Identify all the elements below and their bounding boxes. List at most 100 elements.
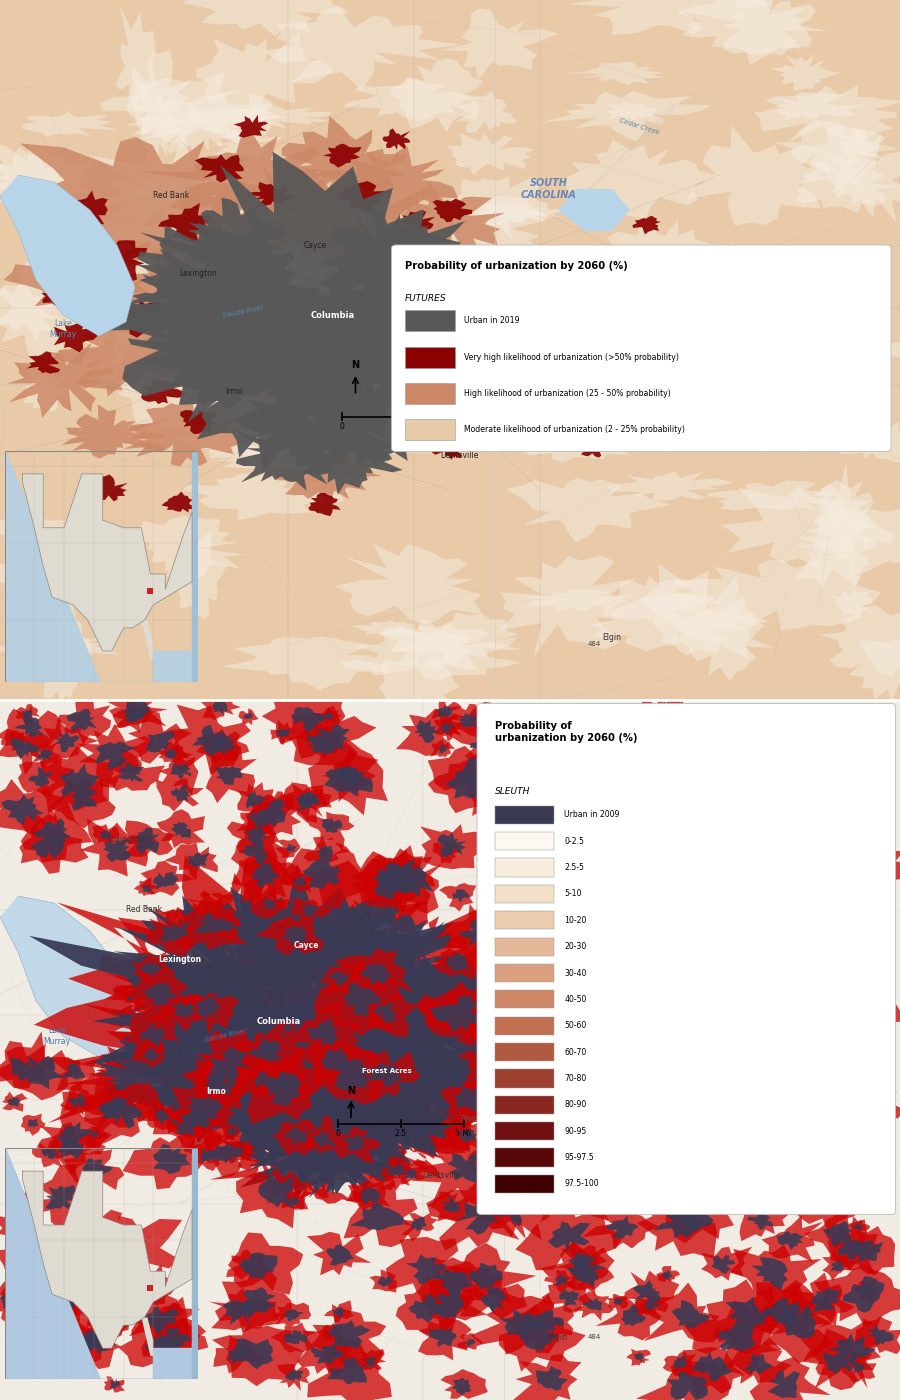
Polygon shape — [40, 1105, 112, 1156]
Polygon shape — [177, 886, 296, 962]
Polygon shape — [804, 1212, 868, 1256]
Polygon shape — [503, 819, 544, 848]
Polygon shape — [340, 626, 521, 680]
Polygon shape — [375, 655, 460, 743]
Polygon shape — [437, 706, 453, 718]
Polygon shape — [550, 913, 593, 949]
Polygon shape — [60, 763, 100, 797]
Polygon shape — [752, 1257, 788, 1291]
Polygon shape — [477, 1176, 549, 1240]
Polygon shape — [81, 1224, 136, 1270]
Polygon shape — [750, 1357, 831, 1400]
Polygon shape — [475, 799, 572, 869]
Polygon shape — [48, 778, 116, 829]
Text: Probability of urbanization by 2060 (%): Probability of urbanization by 2060 (%) — [405, 260, 628, 272]
Polygon shape — [36, 748, 52, 760]
Polygon shape — [686, 267, 717, 290]
Polygon shape — [14, 715, 46, 738]
Polygon shape — [0, 780, 66, 837]
Polygon shape — [284, 1127, 309, 1145]
Polygon shape — [796, 496, 878, 588]
Polygon shape — [292, 1114, 353, 1154]
Polygon shape — [712, 759, 746, 783]
Bar — [495, 805, 554, 823]
Polygon shape — [755, 816, 773, 830]
Polygon shape — [201, 1148, 217, 1162]
Polygon shape — [825, 1226, 880, 1277]
Bar — [405, 309, 454, 330]
Polygon shape — [753, 85, 900, 143]
Polygon shape — [672, 1021, 706, 1042]
Polygon shape — [292, 902, 416, 980]
Polygon shape — [824, 900, 865, 934]
Polygon shape — [220, 637, 390, 690]
Polygon shape — [281, 1119, 407, 1204]
Polygon shape — [548, 949, 586, 983]
Polygon shape — [726, 1343, 792, 1385]
Polygon shape — [634, 307, 666, 330]
Polygon shape — [67, 708, 97, 732]
Polygon shape — [562, 1144, 614, 1182]
Text: Forest Acres: Forest Acres — [362, 1068, 412, 1074]
Polygon shape — [284, 1330, 308, 1344]
Bar — [495, 1043, 554, 1061]
Polygon shape — [170, 300, 391, 470]
Polygon shape — [342, 78, 490, 120]
Polygon shape — [293, 875, 308, 888]
Polygon shape — [237, 797, 282, 841]
Polygon shape — [78, 266, 153, 367]
Polygon shape — [157, 778, 203, 812]
Polygon shape — [275, 839, 301, 858]
Polygon shape — [436, 1270, 473, 1298]
Polygon shape — [277, 1168, 300, 1190]
Polygon shape — [382, 129, 410, 150]
Polygon shape — [86, 1285, 143, 1343]
Polygon shape — [536, 951, 553, 965]
Polygon shape — [471, 1033, 509, 1060]
Polygon shape — [192, 451, 198, 682]
Polygon shape — [702, 1191, 722, 1205]
Polygon shape — [497, 1194, 532, 1226]
Bar — [495, 1016, 554, 1035]
Polygon shape — [262, 685, 346, 745]
Polygon shape — [676, 0, 826, 56]
Polygon shape — [622, 727, 637, 736]
Polygon shape — [690, 984, 731, 1015]
Polygon shape — [280, 1124, 395, 1198]
Polygon shape — [707, 480, 843, 511]
Polygon shape — [27, 1319, 52, 1343]
Polygon shape — [662, 1351, 697, 1376]
Polygon shape — [682, 854, 698, 867]
Text: Loxington: Loxington — [107, 836, 145, 844]
Polygon shape — [589, 959, 677, 1016]
Polygon shape — [254, 1071, 275, 1088]
Polygon shape — [141, 885, 153, 892]
Polygon shape — [710, 939, 789, 995]
Text: SOUTH
CAROLINA: SOUTH CAROLINA — [521, 178, 577, 200]
Polygon shape — [104, 1096, 141, 1128]
Polygon shape — [286, 421, 402, 494]
Polygon shape — [562, 822, 602, 854]
Polygon shape — [447, 1116, 482, 1152]
Polygon shape — [158, 203, 216, 242]
Polygon shape — [634, 1352, 644, 1364]
Polygon shape — [63, 1033, 213, 1124]
Polygon shape — [119, 762, 144, 783]
Polygon shape — [122, 820, 175, 857]
Text: Eastover: Eastover — [676, 255, 710, 263]
Text: Cayce: Cayce — [293, 941, 319, 949]
Polygon shape — [111, 155, 268, 218]
Polygon shape — [63, 1149, 124, 1190]
Polygon shape — [801, 869, 826, 893]
Polygon shape — [823, 841, 895, 909]
Polygon shape — [623, 717, 652, 739]
Polygon shape — [547, 718, 572, 738]
Polygon shape — [88, 225, 299, 349]
Polygon shape — [406, 1254, 448, 1284]
Polygon shape — [703, 1074, 740, 1103]
Polygon shape — [247, 1074, 403, 1196]
Polygon shape — [0, 1032, 81, 1100]
Polygon shape — [360, 1187, 381, 1205]
Polygon shape — [607, 820, 644, 848]
Polygon shape — [159, 756, 198, 795]
